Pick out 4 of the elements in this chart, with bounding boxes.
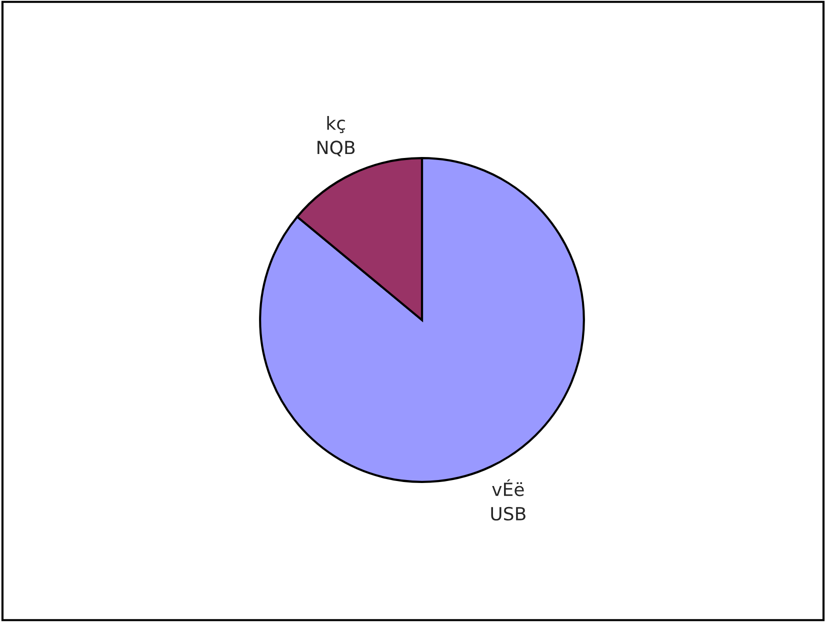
slice-label: kç xyxy=(327,116,345,134)
data-label: USB xyxy=(491,506,526,521)
data-label: NQB xyxy=(318,140,355,156)
slice-label: vÉë xyxy=(492,479,524,496)
